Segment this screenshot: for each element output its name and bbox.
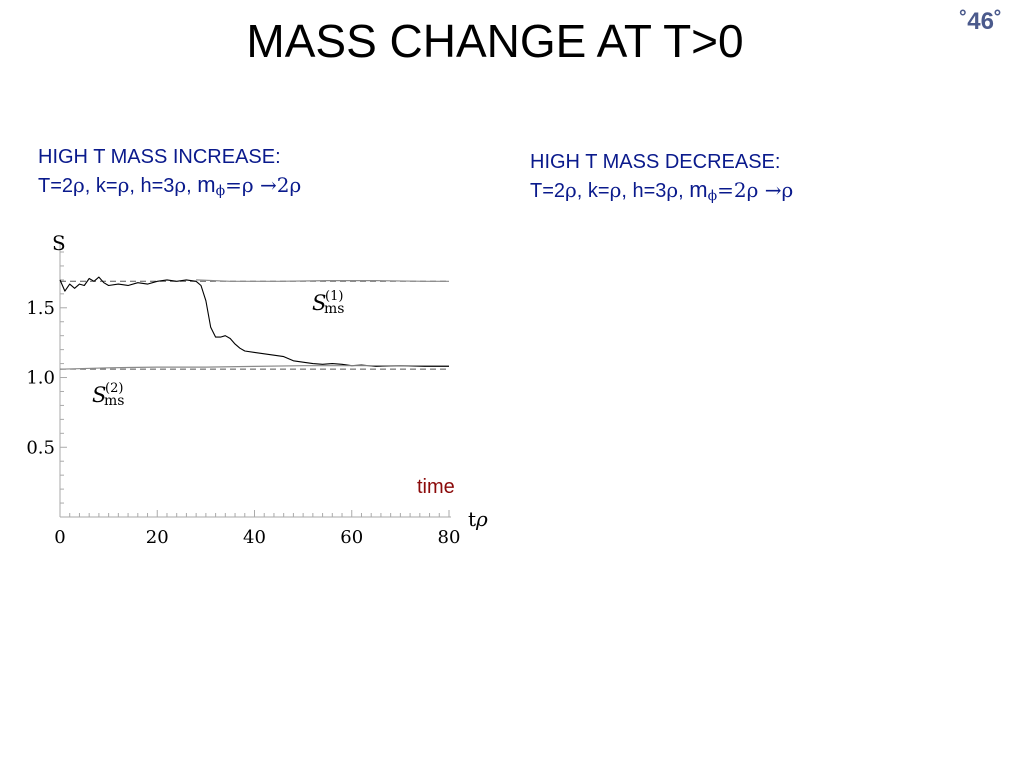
series-line [196,279,449,282]
y-tick-label: 0.5 [26,437,55,458]
time-annotation: time [417,476,455,498]
rho-symbol: ρ [666,178,679,202]
chart-axes: 0.5 1.0 1.5 0 20 40 60 80 [26,244,460,548]
param-separator: , [186,175,198,197]
y-tick-label: 1.0 [26,368,55,389]
reference-lines [60,280,448,370]
chart-series [59,276,449,370]
param-m: m [689,177,708,202]
caption-mass-increase: HIGH T MASS INCREASE: T=2ρ, k=ρ, h=3ρ, m… [38,143,301,205]
param-m: m [197,172,216,197]
param-separator: , [678,180,690,202]
param-t: T=2 [38,175,74,197]
caption-params: T=2ρ, k=ρ, h=3ρ, mϕ=ρ →2ρ [38,171,301,205]
x-axis-label: tρ [468,507,488,531]
mass-transition: =2ρ →ρ [717,178,794,202]
caption-heading: HIGH T MASS DECREASE: [530,151,781,173]
x-tick-label: 20 [146,527,169,548]
label-superscript: (1) [325,289,343,304]
page-number: ˚46˚ [959,8,1002,35]
label-main: S [92,383,106,407]
param-k: , k= [576,180,610,202]
rho-symbol: ρ [609,178,622,202]
rho-symbol: ρ [174,173,187,197]
label-subscript: ms [324,301,344,317]
series-line [59,276,449,367]
rho-symbol: ρ [73,173,85,197]
x-tick-label: 80 [438,527,461,548]
caption-heading: HIGH T MASS INCREASE: [38,146,281,168]
slide-title: MASS CHANGE AT T>0 [246,15,744,67]
series-line [59,365,449,370]
param-k: , k= [84,175,118,197]
label-superscript: (2) [105,381,123,396]
x-tick-label: 0 [54,527,65,548]
y-tick-label: 1.5 [26,298,55,319]
param-t: T=2 [530,180,566,202]
x-tick-label: 40 [243,527,266,548]
param-h: , h=3 [621,180,667,202]
rho-symbol: ρ [117,173,130,197]
y-axis-label: S [52,231,66,255]
rho-symbol: ρ [565,178,577,202]
label-main: S [312,291,326,315]
reference-line-label: S(2)ms [92,381,124,409]
caption-mass-decrease: HIGH T MASS DECREASE: T=2ρ, k=ρ, h=3ρ, m… [530,148,793,210]
reference-line-label: S(1)ms [312,289,344,317]
mass-transition: =ρ →2ρ [225,173,302,197]
param-h: , h=3 [129,175,175,197]
phi-subscript: ϕ [707,188,718,204]
caption-params: T=2ρ, k=ρ, h=3ρ, mϕ=2ρ →ρ [530,176,793,210]
x-tick-label: 60 [340,527,363,548]
label-subscript: ms [104,393,124,409]
phi-subscript: ϕ [215,183,226,199]
